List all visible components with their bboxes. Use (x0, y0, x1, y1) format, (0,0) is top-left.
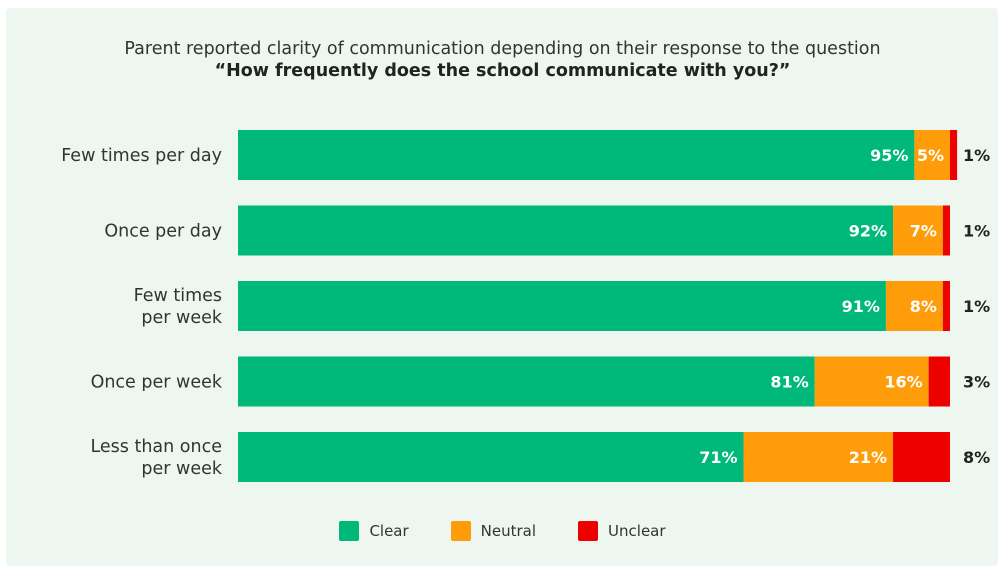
bar-segment-neutral (814, 356, 929, 407)
data-label-unclear: 1% (963, 146, 990, 165)
data-label-neutral: 21% (849, 448, 887, 467)
data-label-clear: 92% (849, 222, 887, 241)
data-label-neutral: 5% (917, 146, 944, 165)
legend-item-clear: Clear (339, 521, 409, 541)
category-label: Few times per week (134, 286, 223, 328)
category-label: Few times per day (61, 146, 222, 166)
bar-segment-clear (238, 432, 744, 482)
bar-segment-unclear (950, 130, 958, 180)
chart-subtitle: “How frequently does the school communic… (214, 61, 791, 81)
data-label-unclear: 8% (963, 448, 990, 467)
data-label-unclear: 1% (963, 297, 990, 316)
legend-swatch-neutral (450, 521, 471, 541)
bar-segment-clear (238, 130, 915, 180)
bar-segment-unclear (893, 432, 950, 482)
data-label-unclear: 1% (963, 222, 990, 241)
data-label-unclear: 3% (963, 373, 990, 392)
legend-label-neutral: Neutral (480, 522, 537, 540)
chart-title: Parent reported clarity of communication… (124, 39, 881, 59)
category-label: Once per day (104, 222, 222, 242)
data-label-neutral: 8% (910, 297, 937, 316)
bar-segment-clear (238, 205, 894, 256)
legend-swatch-clear (339, 521, 360, 541)
bar-segment-neutral (885, 281, 943, 331)
legend-swatch-unclear (578, 521, 599, 541)
data-label-neutral: 16% (884, 373, 922, 392)
bar-segment-neutral (914, 130, 950, 180)
bar-segment-neutral (893, 205, 943, 256)
bar-segment-clear (238, 281, 886, 331)
bar-segment-unclear (942, 205, 950, 256)
chart-legend: Clear Neutral Unclear (0, 521, 1005, 541)
data-label-clear: 71% (699, 448, 737, 467)
legend-item-unclear: Unclear (578, 521, 666, 541)
bar-segment-clear (238, 356, 815, 407)
legend-label-unclear: Unclear (608, 522, 666, 540)
bar-segment-unclear (928, 356, 950, 407)
chart-title-block: Parent reported clarity of communication… (0, 38, 1005, 82)
data-label-clear: 95% (870, 146, 908, 165)
data-label-clear: 81% (770, 373, 808, 392)
bar-segment-unclear (942, 281, 950, 331)
data-label-neutral: 7% (910, 222, 937, 241)
bar-segment-neutral (743, 432, 894, 482)
legend-label-clear: Clear (369, 522, 409, 540)
category-label: Less than once per week (90, 437, 222, 479)
legend-item-neutral: Neutral (450, 521, 537, 541)
category-label: Once per week (91, 373, 223, 393)
data-label-clear: 91% (842, 297, 880, 316)
